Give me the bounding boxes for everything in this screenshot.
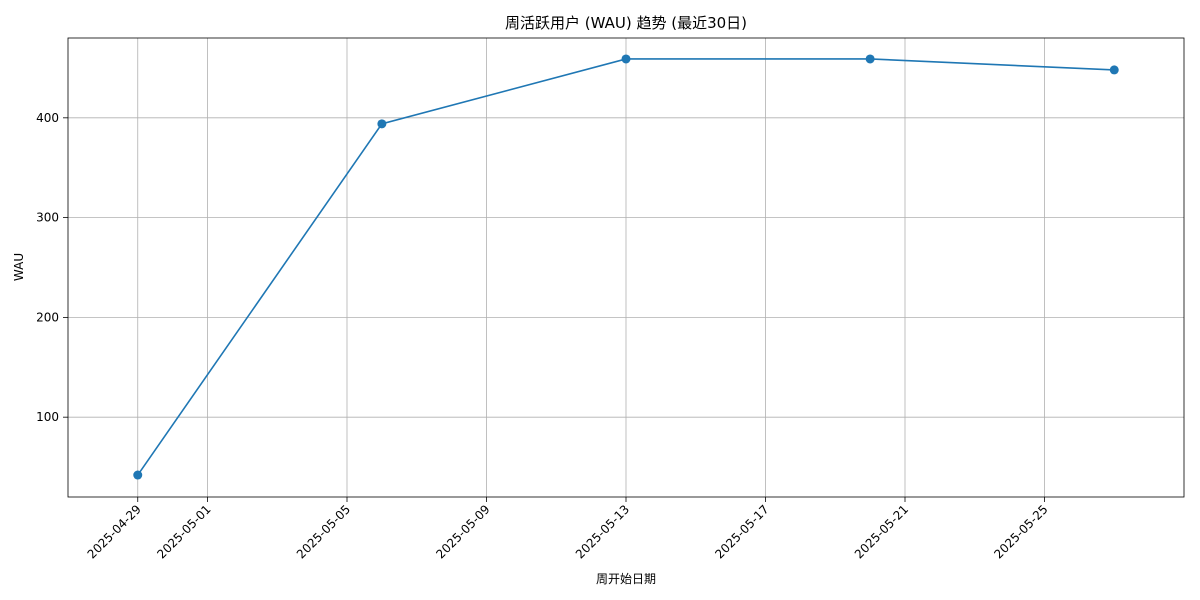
data-point [865, 54, 875, 64]
series-layer [133, 54, 1119, 480]
y-tick-label: 200 [36, 310, 59, 324]
y-tick-label: 100 [36, 410, 59, 424]
x-axis-label: 周开始日期 [596, 572, 656, 586]
grid-layer [68, 38, 1184, 497]
y-tick-label: 400 [36, 111, 59, 125]
y-tick-label: 300 [36, 211, 59, 225]
y-axis: 100 200 300 400 [36, 111, 68, 424]
data-point [377, 119, 387, 129]
chart-title: 周活跃用户 (WAU) 趋势 (最近30日) [505, 14, 747, 32]
data-point [1109, 65, 1119, 75]
data-point [621, 54, 631, 64]
data-point [133, 470, 143, 480]
y-axis-label: WAU [12, 253, 26, 281]
